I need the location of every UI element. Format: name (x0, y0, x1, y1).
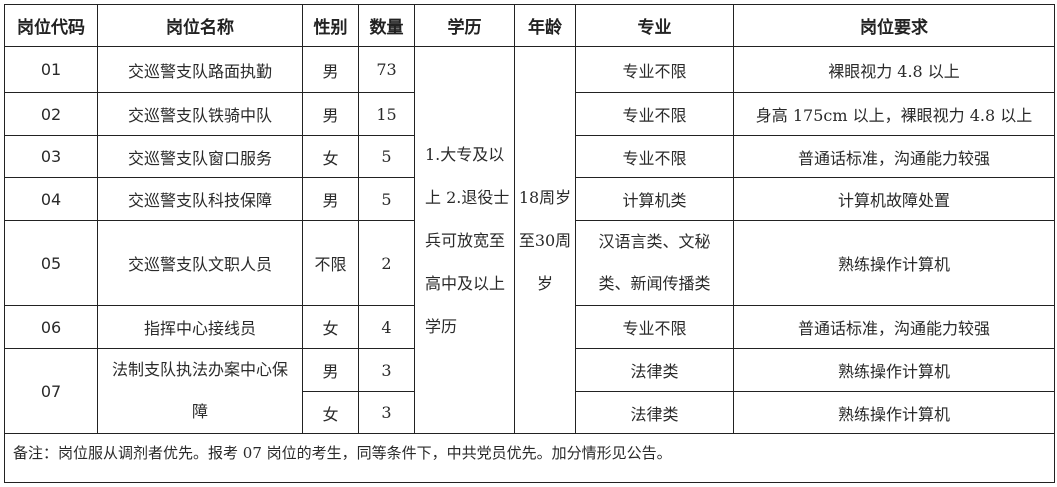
cell-name: 交巡警支队窗口服务 (97, 135, 303, 178)
cell-major: 汉语言类、文秘类、新闻传播类 (575, 220, 734, 306)
cell-education: 1.大专及以上 2.退役士兵可放宽至高中及以上学历 (414, 46, 515, 434)
cell-name: 交巡警支队路面执勤 (97, 46, 303, 93)
cell-gender: 女 (302, 305, 359, 349)
cell-count: 73 (358, 46, 415, 93)
table-row: 05 交巡警支队文职人员 不限 2 汉语言类、文秘类、新闻传播类 熟练操作计算机 (4, 220, 1055, 306)
header-major: 专业 (575, 4, 734, 47)
cell-gender: 男 (302, 348, 359, 392)
cell-gender: 男 (302, 177, 359, 221)
header-name: 岗位名称 (97, 4, 303, 47)
cell-gender: 女 (302, 391, 359, 434)
cell-count: 5 (358, 135, 415, 178)
header-gender: 性别 (302, 4, 359, 47)
positions-table: 岗位代码 岗位名称 性别 数量 学历 年龄 专业 岗位要求 01 交巡警支队路面… (4, 4, 1055, 483)
table-row: 01 交巡警支队路面执勤 男 73 1.大专及以上 2.退役士兵可放宽至高中及以… (4, 46, 1055, 434)
cell-major: 专业不限 (575, 305, 734, 349)
cell-count: 4 (358, 305, 415, 349)
table-row: 02 交巡警支队铁骑中队 男 15 专业不限 身高 175cm 以上，裸眼视力 … (4, 92, 1055, 136)
cell-name: 交巡警支队文职人员 (97, 220, 303, 306)
cell-requirement: 熟练操作计算机 (733, 220, 1055, 306)
cell-gender: 男 (302, 92, 359, 136)
header-education: 学历 (414, 4, 515, 47)
cell-gender: 男 (302, 46, 359, 93)
cell-name: 交巡警支队科技保障 (97, 177, 303, 221)
cell-count: 2 (358, 220, 415, 306)
cell-requirement: 熟练操作计算机 (733, 348, 1055, 392)
cell-major: 法律类 (575, 348, 734, 392)
note-text: 备注：岗位服从调剂者优先。报考 07 岗位的考生，同等条件下，中共党员优先。加分… (4, 433, 1055, 483)
cell-gender: 女 (302, 135, 359, 178)
cell-code: 05 (4, 220, 98, 306)
table-row: 04 交巡警支队科技保障 男 5 计算机类 计算机故障处置 (4, 177, 1055, 221)
note-row: 备注：岗位服从调剂者优先。报考 07 岗位的考生，同等条件下，中共党员优先。加分… (4, 433, 1055, 483)
cell-name: 指挥中心接线员 (97, 305, 303, 349)
cell-requirement: 普通话标准，沟通能力较强 (733, 305, 1055, 349)
cell-gender: 不限 (302, 220, 359, 306)
cell-major: 专业不限 (575, 92, 734, 136)
table-row: 07 法制支队执法办案中心保障 男 3 法律类 熟练操作计算机 (4, 348, 1055, 434)
cell-count: 15 (358, 92, 415, 136)
cell-code: 01 (4, 46, 98, 93)
cell-major: 计算机类 (575, 177, 734, 221)
cell-count: 5 (358, 177, 415, 221)
cell-major: 法律类 (575, 391, 734, 434)
header-age: 年龄 (514, 4, 576, 47)
header-row: 岗位代码 岗位名称 性别 数量 学历 年龄 专业 岗位要求 (4, 4, 1055, 47)
cell-age: 18周岁至30周岁 (514, 46, 576, 434)
cell-major: 专业不限 (575, 46, 734, 93)
cell-code: 04 (4, 177, 98, 221)
header-requirement: 岗位要求 (733, 4, 1055, 47)
cell-requirement: 熟练操作计算机 (733, 391, 1055, 434)
cell-requirement: 普通话标准，沟通能力较强 (733, 135, 1055, 178)
cell-name: 法制支队执法办案中心保障 (97, 348, 303, 434)
cell-requirement: 计算机故障处置 (733, 177, 1055, 221)
cell-code: 07 (4, 348, 98, 434)
cell-code: 03 (4, 135, 98, 178)
cell-count: 3 (358, 391, 415, 434)
header-count: 数量 (358, 4, 415, 47)
cell-requirement: 裸眼视力 4.8 以上 (733, 46, 1055, 93)
table-row: 03 交巡警支队窗口服务 女 5 专业不限 普通话标准，沟通能力较强 (4, 135, 1055, 178)
cell-code: 02 (4, 92, 98, 136)
cell-code: 06 (4, 305, 98, 349)
header-code: 岗位代码 (4, 4, 98, 47)
cell-major: 专业不限 (575, 135, 734, 178)
cell-count: 3 (358, 348, 415, 392)
cell-requirement: 身高 175cm 以上，裸眼视力 4.8 以上 (733, 92, 1055, 136)
cell-name: 交巡警支队铁骑中队 (97, 92, 303, 136)
